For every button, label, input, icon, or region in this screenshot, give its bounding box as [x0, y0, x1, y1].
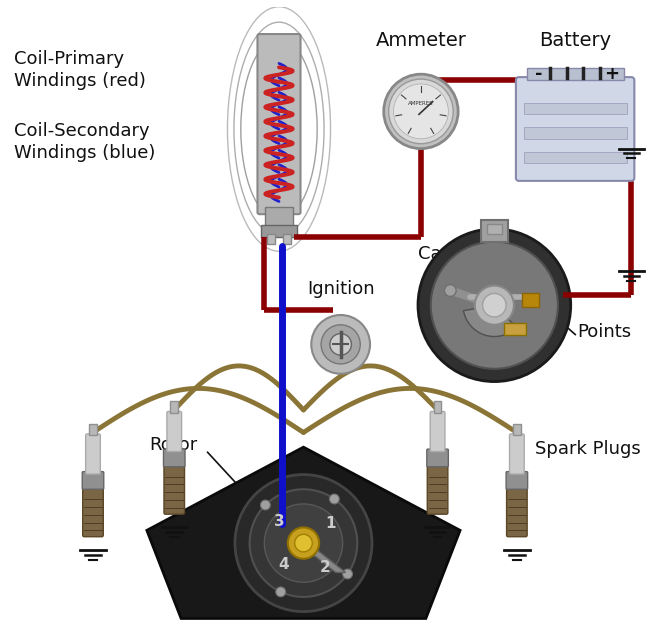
FancyBboxPatch shape: [509, 434, 524, 474]
Circle shape: [260, 500, 270, 510]
FancyBboxPatch shape: [82, 472, 104, 490]
Polygon shape: [147, 447, 460, 619]
FancyBboxPatch shape: [428, 464, 448, 514]
Circle shape: [418, 229, 570, 382]
Circle shape: [329, 494, 339, 504]
Circle shape: [330, 334, 351, 355]
Text: -: -: [535, 65, 542, 83]
Wedge shape: [463, 305, 517, 336]
Bar: [524, 152, 627, 163]
Text: 2: 2: [319, 560, 331, 575]
Polygon shape: [299, 543, 345, 573]
Circle shape: [384, 74, 458, 149]
Text: Battery: Battery: [539, 32, 611, 50]
Circle shape: [235, 474, 372, 612]
Circle shape: [288, 527, 319, 559]
Circle shape: [264, 504, 343, 582]
FancyBboxPatch shape: [163, 449, 185, 467]
Text: Cam: Cam: [418, 245, 459, 263]
Bar: [504, 323, 526, 335]
Text: Points: Points: [578, 323, 631, 341]
Bar: [434, 401, 442, 413]
Circle shape: [388, 79, 454, 144]
Circle shape: [444, 285, 456, 296]
FancyBboxPatch shape: [164, 464, 185, 514]
FancyBboxPatch shape: [86, 434, 100, 474]
FancyBboxPatch shape: [427, 449, 448, 467]
Text: Coil-Primary
Windings (red): Coil-Primary Windings (red): [14, 50, 145, 90]
Bar: [89, 423, 97, 435]
FancyBboxPatch shape: [167, 411, 181, 452]
FancyBboxPatch shape: [258, 34, 301, 214]
Bar: [487, 224, 502, 234]
FancyBboxPatch shape: [83, 487, 104, 537]
Text: Rotor: Rotor: [149, 436, 197, 454]
Bar: [267, 234, 275, 244]
Bar: [481, 220, 508, 241]
Bar: [513, 423, 521, 435]
FancyBboxPatch shape: [506, 472, 528, 490]
FancyBboxPatch shape: [430, 411, 445, 452]
Circle shape: [276, 587, 286, 597]
Text: 3: 3: [274, 514, 284, 529]
Text: +: +: [604, 65, 620, 83]
Text: 4: 4: [279, 557, 290, 572]
Text: 1: 1: [325, 516, 336, 531]
FancyBboxPatch shape: [516, 77, 634, 181]
Text: Ammeter: Ammeter: [376, 32, 466, 50]
Bar: [283, 234, 291, 244]
Bar: [262, 225, 297, 237]
Circle shape: [483, 294, 506, 317]
Circle shape: [394, 84, 448, 139]
Circle shape: [321, 325, 361, 364]
FancyBboxPatch shape: [507, 487, 527, 537]
Bar: [522, 294, 539, 307]
Circle shape: [295, 534, 312, 552]
Bar: [527, 68, 623, 80]
Circle shape: [343, 569, 353, 579]
Circle shape: [475, 285, 514, 325]
Bar: [524, 127, 627, 139]
Circle shape: [311, 315, 370, 374]
Bar: [524, 103, 627, 114]
Text: Coil-Secondary
Windings (blue): Coil-Secondary Windings (blue): [14, 122, 155, 162]
Bar: [266, 207, 293, 227]
Text: Ignition: Ignition: [307, 280, 374, 299]
Circle shape: [431, 241, 558, 369]
Circle shape: [250, 490, 357, 597]
Bar: [171, 401, 178, 413]
Text: Spark Plugs: Spark Plugs: [535, 440, 641, 458]
Text: AMPERES: AMPERES: [408, 101, 434, 106]
